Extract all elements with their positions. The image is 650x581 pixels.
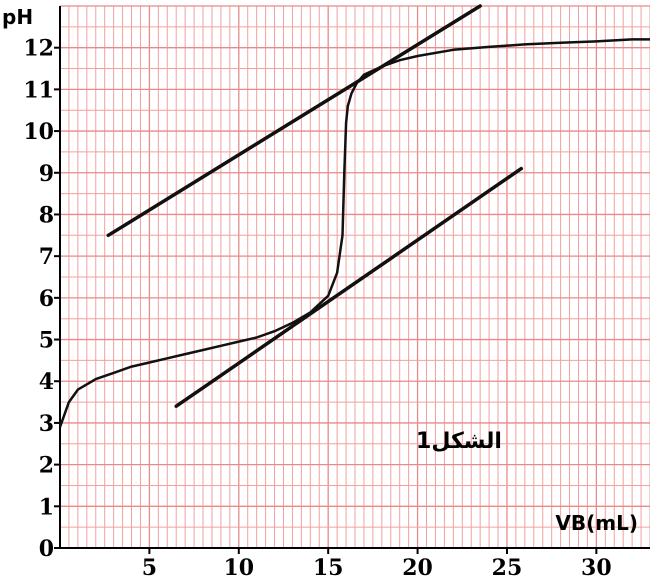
y-tick-label: 9 [39, 161, 54, 187]
y-tick-label: 8 [39, 202, 54, 228]
tangent-lines [106, 4, 524, 408]
grid [59, 5, 650, 549]
series-layer [58, 38, 650, 428]
tangent-line [174, 166, 524, 408]
y-tick-label: 2 [39, 453, 54, 479]
x-axis-title: VB(mL) [555, 511, 638, 535]
titration-curve [58, 38, 650, 428]
x-tick-label: 10 [223, 555, 254, 581]
y-tick-label: 4 [39, 369, 54, 395]
x-tick-label: 30 [581, 555, 612, 581]
y-tick-label: 3 [39, 411, 54, 437]
tangent-line [106, 4, 482, 238]
x-tick-labels: 5 10 15 20 25 30 [142, 555, 612, 581]
axes [54, 6, 650, 554]
y-tick-label: 0 [39, 536, 54, 562]
figure-annotation: الشكل1 [416, 429, 502, 454]
y-tick-label: 1 [39, 494, 54, 520]
x-tick-label: 5 [142, 555, 157, 581]
y-tick-label: 11 [23, 77, 54, 103]
y-tick-label: 10 [23, 119, 54, 145]
x-tick-label: 20 [402, 555, 433, 581]
y-tick-label: 5 [39, 328, 54, 354]
y-tick-label: 6 [39, 286, 54, 312]
y-tick-label: 7 [39, 244, 54, 270]
y-axis-title: pH [2, 5, 33, 29]
x-tick-label: 15 [313, 555, 344, 581]
x-tick-label: 25 [492, 555, 523, 581]
y-tick-label: 12 [23, 36, 54, 62]
